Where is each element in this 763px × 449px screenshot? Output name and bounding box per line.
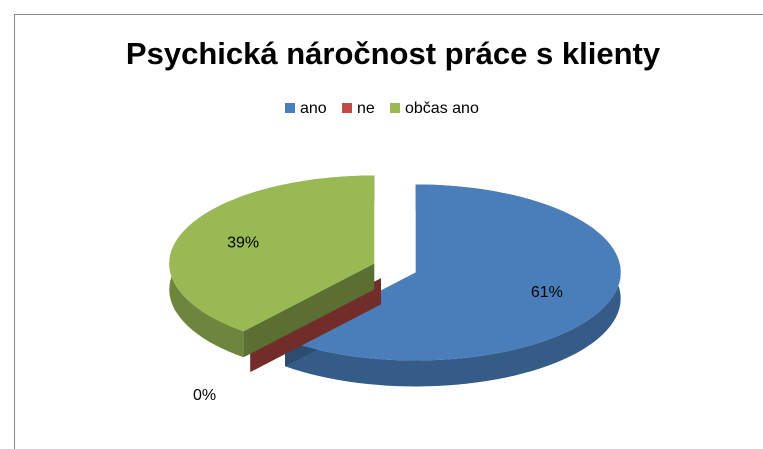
legend-label: ne [357, 100, 375, 117]
pie-slice [169, 175, 375, 358]
legend-swatch [285, 103, 295, 113]
legend-label: ano [300, 100, 327, 117]
legend-label: občas ano [405, 100, 479, 117]
slice-wall [243, 263, 375, 358]
chart-title: Psychická náročnost práce s klienty [126, 36, 661, 71]
legend: ano ne občas ano [285, 100, 479, 117]
data-label: 39% [227, 234, 259, 251]
slice-side [285, 184, 621, 387]
legend-swatch [390, 103, 400, 113]
data-label: 61% [531, 284, 563, 301]
slice-top [169, 175, 375, 332]
legend-swatch [342, 103, 352, 113]
slice-top [285, 184, 621, 361]
data-label: 0% [193, 387, 216, 404]
